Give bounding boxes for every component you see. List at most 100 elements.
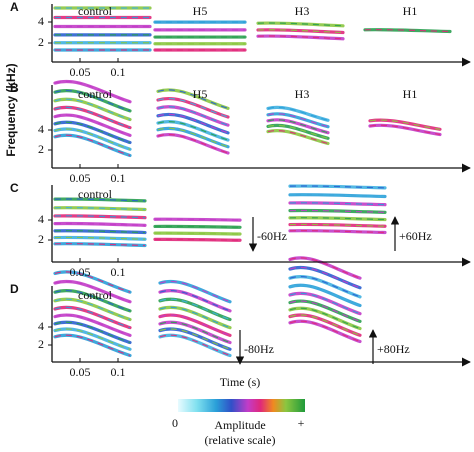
sound-label: H1 [403, 4, 418, 18]
harmonic-core [159, 321, 231, 344]
harmonic-core [267, 119, 329, 134]
harmonic [256, 28, 345, 35]
harmonic [153, 237, 242, 242]
harmonic [256, 21, 345, 28]
harmonic-core [157, 89, 229, 109]
harmonic [153, 224, 242, 229]
harmonic-core [289, 284, 361, 307]
harmonic [156, 112, 230, 135]
y-axis-label: Frequency (kHz) [4, 63, 18, 156]
harmonic-core [54, 90, 131, 112]
harmonic [288, 201, 387, 207]
shift-label: +60Hz [399, 229, 432, 243]
harmonic-core [159, 280, 231, 303]
harmonic [288, 291, 362, 316]
x-tick-label: 0.1 [111, 265, 126, 279]
sound-label: control [78, 87, 113, 101]
harmonic-core [54, 334, 131, 357]
x-tick-label: 0.05 [70, 171, 91, 185]
y-tick-label: 4 [38, 14, 44, 28]
harmonic-core [289, 266, 361, 289]
harmonic-core [159, 314, 231, 336]
harmonic-core [159, 290, 231, 312]
harmonic-core [54, 114, 131, 136]
harmonic [288, 184, 387, 190]
harmonic [53, 105, 132, 130]
harmonic-core [159, 306, 231, 329]
y-tick-label: 4 [38, 319, 44, 333]
harmonic-core [54, 230, 146, 234]
harmonic-core [289, 276, 361, 298]
harmonic-core [54, 106, 131, 129]
harmonic-core [54, 222, 146, 226]
harmonic [288, 222, 387, 228]
harmonic-core [157, 106, 229, 126]
sound-label: control [78, 4, 113, 18]
harmonic [153, 231, 242, 236]
colorbar-title: Amplitude [214, 418, 265, 432]
harmonic-core [267, 106, 329, 121]
colorbar [178, 399, 305, 412]
harmonic-core [369, 119, 441, 130]
harmonic [363, 28, 452, 34]
y-tick-label: 2 [38, 35, 44, 49]
harmonic-core [54, 280, 131, 303]
panel-letter: D [10, 282, 19, 296]
shift-label: -60Hz [257, 229, 287, 243]
colorbar-subtitle: (relative scale) [205, 433, 276, 447]
y-tick-label: 4 [38, 122, 44, 136]
harmonic-core [157, 134, 229, 154]
panel-letter: C [10, 181, 19, 195]
x-tick-label: 0.1 [111, 65, 126, 79]
y-tick-label: 2 [38, 232, 44, 246]
x-tick-label: 0.05 [70, 265, 91, 279]
panel-letter: A [10, 0, 19, 14]
harmonic-core [159, 334, 231, 357]
harmonic-core [289, 307, 361, 330]
sound-label: H5 [193, 87, 208, 101]
shift-label: +80Hz [377, 342, 410, 356]
harmonic-core [54, 298, 131, 321]
harmonic-core [54, 128, 131, 150]
sound-label: H5 [193, 4, 208, 18]
harmonic-core [54, 134, 131, 157]
harmonic-core [157, 121, 229, 141]
harmonic-core [54, 121, 131, 144]
harmonic-core [54, 328, 131, 350]
harmonic [256, 34, 345, 41]
y-tick-label: 4 [38, 212, 44, 226]
harmonic-core [369, 124, 441, 136]
colorbar-max: + [298, 416, 305, 430]
harmonic-core [54, 321, 131, 344]
x-axis-label: Time (s) [220, 375, 261, 389]
harmonic-core [159, 298, 231, 321]
harmonic [153, 217, 242, 222]
harmonic [288, 229, 387, 235]
harmonic-core [267, 130, 329, 145]
harmonic-core [159, 328, 231, 350]
harmonic-core [157, 127, 229, 148]
harmonic-core [54, 236, 146, 240]
sound-label: H3 [295, 4, 310, 18]
harmonic-core [289, 257, 361, 279]
harmonic [158, 305, 232, 330]
harmonic-core [54, 80, 131, 103]
harmonic-core [267, 113, 329, 128]
harmonic-core [54, 215, 146, 219]
harmonic-core [267, 124, 329, 139]
sound-label: H3 [295, 87, 310, 101]
sound-label: H1 [403, 87, 418, 101]
y-tick-label: 2 [38, 142, 44, 156]
sound-label: control [78, 187, 113, 201]
harmonic-core [157, 98, 229, 118]
harmonic-core [54, 243, 146, 247]
harmonic [53, 305, 132, 330]
harmonic-core [54, 271, 131, 293]
x-tick-label: 0.05 [70, 365, 91, 379]
harmonic [288, 216, 387, 222]
harmonic [288, 208, 387, 214]
harmonic [288, 193, 387, 199]
harmonic-core [54, 198, 146, 202]
harmonic-core [289, 292, 361, 315]
colorbar-min: 0 [172, 416, 178, 430]
